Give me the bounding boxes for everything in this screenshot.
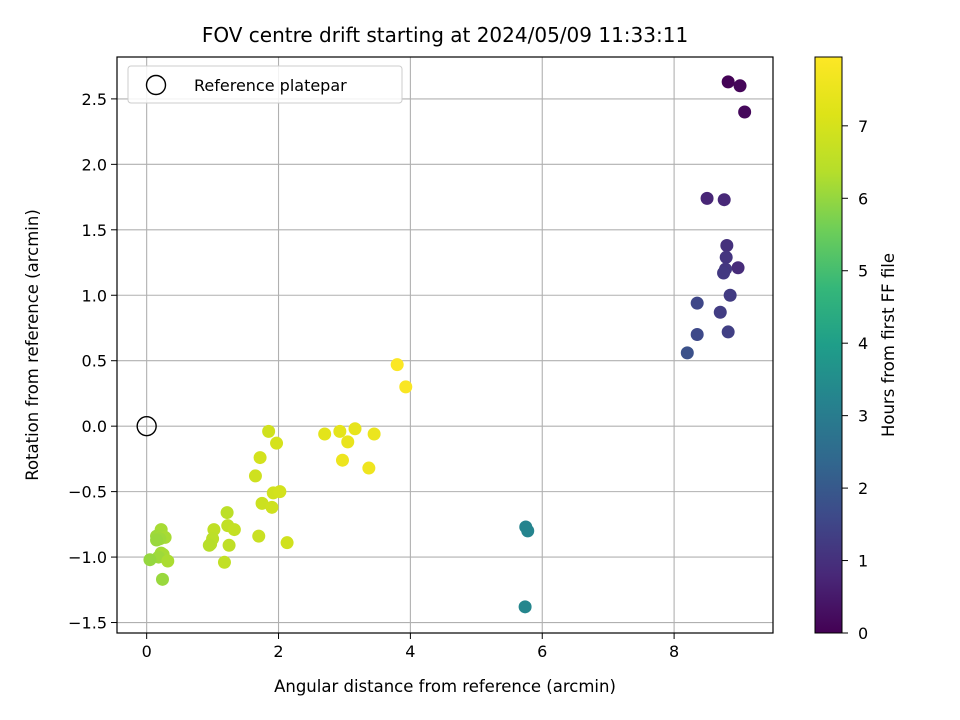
data-point: [227, 523, 241, 537]
x-tick-label: 0: [142, 642, 152, 661]
data-point: [348, 422, 362, 436]
colorbar-tick-label: 3: [858, 407, 868, 426]
colorbar-tick-label: 6: [858, 189, 868, 208]
reference-marker-group: [136, 415, 157, 437]
data-point: [720, 239, 734, 253]
colorbar-title: Hours from first FF file: [879, 253, 898, 437]
data-point: [155, 572, 169, 586]
data-point: [335, 453, 349, 467]
colorbar-ticks: 0 1 2 3 4 5 6 7: [842, 117, 868, 643]
data-point: [738, 105, 752, 119]
data-point: [262, 424, 276, 438]
y-tick-label: 1.0: [82, 286, 107, 305]
data-point: [518, 600, 532, 614]
data-point: [390, 358, 404, 372]
reference-platepar-marker: [136, 415, 157, 437]
x-tick-label: 8: [669, 642, 679, 661]
data-point: [280, 536, 294, 550]
data-point: [333, 424, 347, 438]
data-point: [690, 328, 704, 342]
colorbar-gradient: [814, 56, 843, 634]
data-point: [399, 380, 413, 394]
y-tick-label: 2.0: [82, 155, 107, 174]
data-point: [253, 451, 267, 465]
colorbar-tick-label: 4: [858, 334, 868, 353]
data-point: [723, 288, 737, 302]
y-tick-label: 1.5: [82, 221, 107, 240]
data-point: [270, 436, 284, 450]
colorbar-tick-label: 0: [858, 624, 868, 643]
legend: Reference platepar: [127, 65, 403, 104]
data-point: [341, 435, 355, 449]
data-point: [521, 524, 535, 538]
data-points: [143, 75, 752, 614]
data-point: [150, 533, 164, 547]
colorbar: 0 1 2 3 4 5 6 7 Hours from first FF file: [814, 56, 898, 643]
x-tick-label: 6: [537, 642, 547, 661]
x-tick-label: 4: [405, 642, 415, 661]
data-point: [717, 266, 731, 280]
data-point: [161, 554, 175, 568]
data-point: [202, 538, 216, 552]
data-point: [252, 529, 266, 543]
data-point: [222, 538, 236, 552]
data-point: [143, 553, 157, 567]
data-point: [362, 461, 376, 475]
data-point: [680, 346, 694, 360]
data-point: [265, 500, 279, 514]
colorbar-tick-label: 5: [858, 262, 868, 281]
chart-title: FOV centre drift starting at 2024/05/09 …: [202, 23, 688, 47]
legend-box: [127, 65, 403, 104]
y-tick-label: −1.5: [68, 614, 107, 633]
y-tick-label: 0.5: [82, 352, 107, 371]
data-point: [721, 75, 735, 89]
y-tick-label: −1.0: [68, 548, 107, 567]
legend-reference-marker: [145, 74, 167, 96]
legend-label: Reference platepar: [194, 76, 347, 95]
data-point: [733, 79, 747, 93]
colorbar-tick-label: 2: [858, 479, 868, 498]
plot-frame: [116, 56, 774, 634]
axis-ticks: 0 2 4 6 8 −1.5 −1.0 −0.5 0.0 0.5 1.0 1.5 2.0 2.5: [68, 90, 679, 661]
x-tick-label: 2: [273, 642, 283, 661]
data-point: [220, 506, 234, 520]
colorbar-tick-label: 7: [858, 117, 868, 136]
y-tick-label: 0.0: [82, 417, 107, 436]
y-axis-title: Rotation from reference (arcmin): [23, 209, 42, 481]
data-point: [721, 325, 735, 339]
data-point: [690, 296, 704, 310]
data-point: [248, 469, 262, 483]
x-axis-title: Angular distance from reference (arcmin): [274, 677, 616, 696]
colorbar-tick-label: 1: [858, 552, 868, 571]
grid: [117, 57, 773, 633]
data-point: [719, 250, 733, 264]
y-tick-label: −0.5: [68, 483, 107, 502]
data-point: [717, 193, 731, 207]
data-point: [217, 555, 231, 569]
data-point: [700, 191, 714, 205]
y-tick-label: 2.5: [82, 90, 107, 109]
data-point: [318, 427, 332, 441]
data-point: [367, 427, 381, 441]
data-point: [273, 485, 287, 499]
data-point: [255, 496, 269, 510]
data-point: [731, 261, 745, 275]
data-point: [713, 305, 727, 319]
